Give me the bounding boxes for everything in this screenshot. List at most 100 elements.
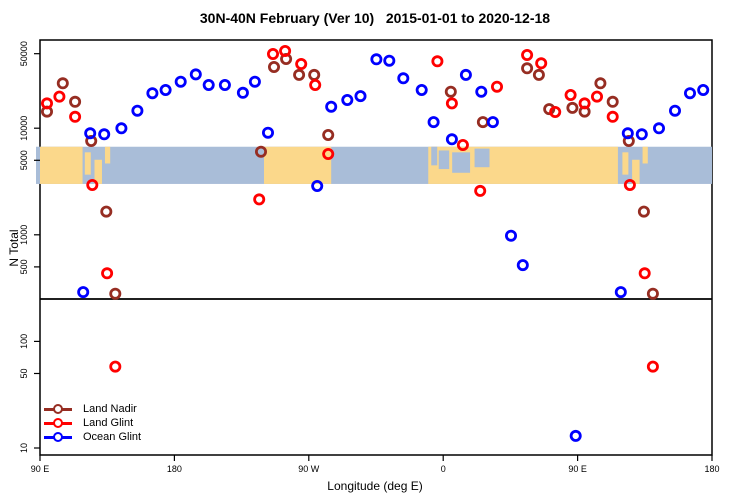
ocean-glint-point [397, 72, 410, 85]
map-band-sea [474, 148, 490, 168]
map-band-island [84, 152, 91, 175]
map-band-island [642, 146, 648, 164]
ocean-glint-point [325, 100, 338, 113]
land-glint-legend-marker [44, 417, 76, 429]
chart-title: 30N-40N February (Ver 10) 2015-01-01 to … [199, 10, 551, 26]
land-nadir-point [308, 68, 321, 81]
map-band-sea [452, 152, 471, 173]
ocean-glint-point [341, 94, 354, 107]
ocean-glint-point [98, 128, 111, 141]
land-glint-legend-ring [53, 417, 63, 428]
land-nadir-point [109, 287, 122, 300]
ocean-glint-point [684, 87, 697, 100]
land-nadir-point [293, 68, 306, 81]
ocean-glint-point [383, 54, 396, 67]
ocean-glint-point [614, 286, 627, 299]
x-tick-label: 90 W [298, 464, 320, 474]
land-glint-point [295, 58, 308, 71]
ocean-glint-point [115, 122, 128, 135]
land-glint-point [253, 193, 266, 206]
land-glint-point [623, 178, 636, 191]
land-nadir-legend-ring [53, 403, 63, 414]
ocean-glint-point [621, 127, 634, 140]
ocean-glint-point [248, 75, 261, 88]
ocean-glint-point [174, 75, 187, 88]
legend-row-land-glint: Land Glint [44, 416, 141, 430]
y-tick-label: 10 [19, 443, 29, 453]
land-glint-point [490, 80, 503, 93]
x-axis-title: Longitude (deg E) [327, 479, 423, 493]
land-glint-point [86, 178, 99, 191]
land-glint-point [101, 267, 114, 280]
x-tick-label: 180 [167, 464, 182, 474]
land-nadir-point [267, 61, 280, 74]
land-nadir-point [254, 145, 267, 158]
land-nadir-point [85, 134, 98, 147]
land-glint-point [322, 147, 335, 160]
ocean-glint-point [146, 87, 159, 100]
land-glint-legend-label: Land Glint [83, 416, 134, 429]
land-nadir-point [444, 85, 457, 98]
land-nadir-point [594, 77, 607, 90]
land-glint-point [578, 97, 591, 110]
ocean-glint-point [202, 79, 215, 92]
ocean-glint-point [427, 116, 440, 129]
land-glint-point [53, 90, 66, 103]
legend-row-land-nadir: Land Nadir [44, 402, 141, 416]
land-glint-point [638, 267, 651, 280]
land-glint-point [549, 106, 562, 119]
ocean-glint-point [459, 68, 472, 81]
map-band-land [40, 146, 83, 184]
land-glint-point [474, 184, 487, 197]
legend: Land Nadir Land Glint Ocean Glint [44, 402, 141, 444]
land-glint-point [69, 110, 82, 123]
land-nadir-point [69, 95, 82, 108]
ocean-glint-point [516, 259, 529, 272]
x-tick-label: 90 E [31, 464, 50, 474]
ocean-glint-point [697, 84, 710, 97]
ocean-glint-point [475, 85, 488, 98]
y-tick-label: 10000 [19, 116, 29, 141]
ocean-glint-point [504, 229, 517, 242]
y-tick-label: 500 [19, 259, 29, 274]
land-glint-point [646, 360, 659, 373]
land-nadir-point [322, 128, 335, 141]
land-glint-point [309, 79, 322, 92]
ocean-glint-point [486, 116, 499, 129]
ocean-glint-legend-label: Ocean Glint [83, 430, 142, 443]
land-nadir-point [606, 95, 619, 108]
y-tick-label: 1000 [19, 225, 29, 245]
ocean-glint-point [159, 84, 172, 97]
ocean-glint-point [653, 122, 666, 135]
ocean-glint-point [77, 286, 90, 299]
ocean-glint-point [354, 90, 367, 103]
land-glint-point [445, 97, 458, 110]
map-band-sea [431, 146, 438, 166]
ocean-glint-point [569, 429, 582, 442]
y-axis-title: N Total [7, 229, 21, 267]
land-nadir-point [543, 103, 556, 116]
x-tick-label: 180 [704, 464, 719, 474]
land-nadir-point [637, 205, 650, 218]
land-glint-point [535, 57, 548, 70]
map-band-island [94, 159, 102, 184]
land-glint-point [521, 49, 534, 62]
ocean-glint-point [218, 79, 231, 92]
map-band-sea [438, 150, 450, 170]
ocean-glint-point [635, 128, 648, 141]
land-nadir-point [476, 116, 489, 129]
land-nadir-point [646, 287, 659, 300]
land-glint-point [591, 90, 604, 103]
y-tick-label: 50 [19, 368, 29, 378]
land-glint-point [279, 45, 292, 58]
y-tick-label: 5000 [19, 150, 29, 170]
ocean-glint-point [236, 86, 249, 99]
land-nadir-point [622, 134, 635, 147]
ocean-glint-point [131, 104, 144, 117]
land-nadir-point [566, 101, 579, 114]
land-glint-point [606, 110, 619, 123]
ocean-glint-legend-ring [53, 431, 63, 442]
land-glint-point [431, 55, 444, 68]
